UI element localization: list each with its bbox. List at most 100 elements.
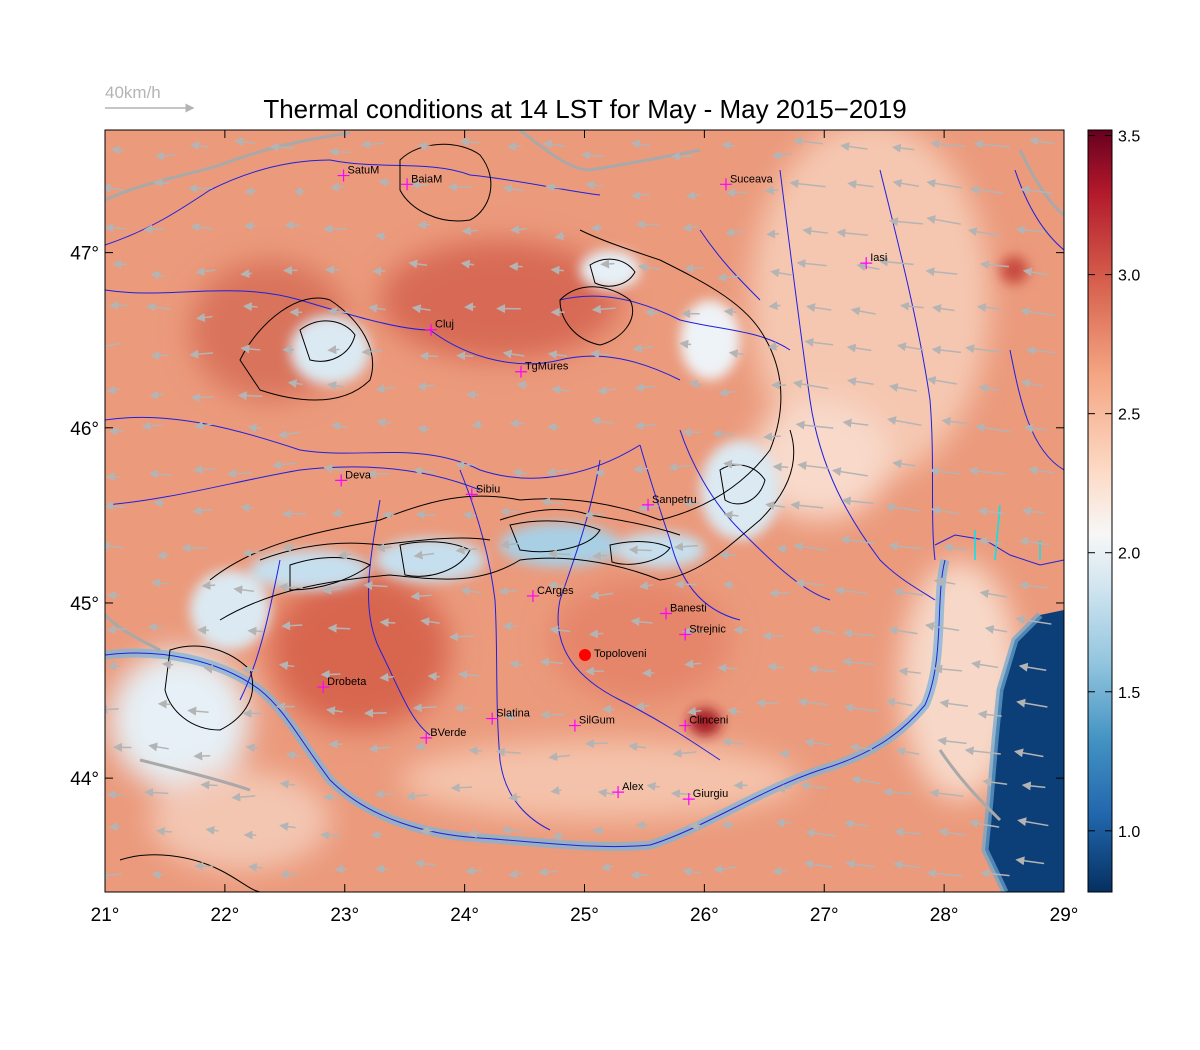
wind-reference-label: 40km/h (105, 83, 161, 102)
wind-vector (718, 388, 736, 397)
wind-vector (583, 510, 605, 520)
wind-vector (686, 706, 702, 716)
wind-vector (929, 466, 961, 476)
wind-vector (414, 741, 428, 751)
city-marker (719, 178, 732, 191)
wind-vector (891, 143, 915, 153)
wind-vector (240, 269, 252, 278)
wind-vector (1017, 817, 1049, 827)
wind-vector (413, 550, 435, 560)
wind-vector (790, 500, 824, 510)
wind-vector (502, 184, 524, 194)
city-label: Sibiu (476, 483, 500, 495)
wind-vector (850, 775, 881, 785)
wind-vector (590, 416, 615, 426)
wind-vector (546, 422, 560, 432)
wind-vector (414, 859, 437, 869)
wind-vector (638, 581, 654, 591)
wind-vector (410, 180, 429, 190)
wind-vector (193, 465, 216, 475)
wind-vector (460, 259, 475, 269)
wind-vector (540, 710, 565, 720)
wind-vector (366, 469, 390, 479)
city-marker (612, 786, 625, 799)
x-tick-label: 21° (91, 905, 120, 926)
wind-vector (630, 617, 653, 627)
wind-vector (375, 384, 396, 394)
wind-vector (850, 306, 876, 316)
wind-vector (278, 661, 295, 671)
city-label: Alex (622, 781, 644, 793)
wind-vector (893, 860, 921, 870)
wind-vector (551, 831, 565, 841)
wind-vector (147, 622, 163, 632)
wind-vector (233, 585, 254, 595)
wind-vector (841, 496, 874, 506)
wind-vector (892, 178, 919, 188)
wind-vector (269, 142, 295, 152)
wind-vector (888, 217, 924, 227)
wind-vector (461, 226, 478, 236)
wind-vector (146, 302, 171, 312)
wind-vector (271, 460, 297, 470)
wind-vector (688, 821, 701, 831)
wind-vector (105, 501, 126, 511)
wind-vector (685, 190, 700, 200)
wind-vector (888, 541, 923, 551)
wind-vector (836, 228, 869, 238)
city-label: Slatina (496, 708, 531, 720)
wind-vector (187, 706, 209, 716)
wind-vector (768, 588, 790, 598)
wind-vector (447, 182, 472, 192)
wind-vector (361, 347, 383, 357)
wind-vector (547, 581, 565, 590)
wind-vector (416, 381, 435, 391)
city-marker (317, 681, 330, 694)
wind-vector (231, 792, 256, 802)
wind-vector (725, 188, 748, 198)
wind-vector (549, 625, 571, 635)
wind-vector (768, 301, 781, 311)
wind-vector (684, 659, 702, 669)
city-label: Giurgiu (693, 788, 728, 800)
wind-vector (888, 626, 918, 635)
wind-vector (468, 746, 483, 756)
wind-vector (725, 227, 744, 237)
wind-vector (882, 787, 913, 797)
wind-vector (149, 390, 164, 400)
wind-vector (892, 459, 916, 469)
wind-vector (247, 862, 263, 872)
wind-vector (968, 819, 1000, 828)
wind-vector (723, 307, 737, 317)
wind-vector (375, 232, 387, 242)
x-tick-label: 22° (211, 905, 240, 926)
wind-vector (247, 626, 264, 636)
wind-vector (106, 385, 120, 395)
wind-vector (967, 227, 1001, 237)
wind-vector (772, 462, 789, 472)
wind-vector (930, 139, 966, 149)
wind-vector (792, 379, 829, 390)
site-marker (579, 649, 591, 661)
wind-vector (540, 497, 565, 507)
wind-vector (761, 631, 784, 641)
wind-vector (831, 467, 868, 477)
wind-vector (775, 784, 792, 794)
wind-vector (381, 510, 396, 520)
wind-vector (591, 304, 616, 314)
city-label: TgMures (525, 361, 569, 373)
wind-vector (420, 617, 440, 627)
wind-vector (971, 660, 999, 669)
wind-vector (550, 265, 564, 275)
wind-vector (554, 231, 566, 241)
wind-vector (670, 152, 693, 161)
city-marker (486, 712, 499, 725)
wind-vector (885, 697, 913, 707)
wind-vector (455, 545, 478, 555)
wind-vector (108, 822, 122, 832)
wind-vector (375, 543, 392, 553)
city-label: BaiaM (411, 173, 442, 185)
wind-vector (796, 259, 827, 269)
wind-vector (190, 392, 214, 402)
wind-vector (1029, 136, 1056, 146)
